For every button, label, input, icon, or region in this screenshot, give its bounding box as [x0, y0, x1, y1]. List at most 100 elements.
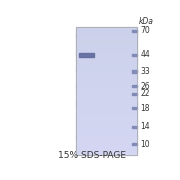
Bar [76, 41, 137, 42]
Bar [76, 42, 137, 43]
Bar [76, 105, 137, 107]
Bar [76, 134, 137, 136]
Bar [76, 45, 137, 46]
Bar [76, 104, 137, 106]
Bar [76, 40, 137, 41]
Bar [76, 62, 137, 63]
Bar [76, 30, 137, 31]
Bar [132, 30, 137, 32]
Bar [132, 70, 137, 73]
Bar [132, 54, 137, 56]
Bar [76, 122, 137, 123]
Bar [76, 136, 137, 138]
Text: 15% SDS-PAGE: 15% SDS-PAGE [58, 150, 126, 159]
Bar [76, 61, 137, 62]
Bar [76, 77, 137, 78]
Bar [76, 93, 137, 94]
Bar [76, 130, 137, 131]
Bar [76, 71, 137, 73]
Bar [76, 76, 137, 77]
Bar [76, 39, 137, 40]
Bar [76, 119, 137, 121]
Bar [76, 80, 137, 81]
Bar [76, 118, 137, 120]
Bar [76, 101, 137, 103]
Bar [76, 32, 137, 33]
Bar [76, 68, 137, 70]
Bar [76, 153, 137, 155]
Bar [76, 147, 137, 148]
Bar [76, 46, 137, 47]
Bar [76, 138, 137, 140]
Bar [76, 86, 137, 88]
Bar [76, 53, 137, 55]
Bar [76, 37, 137, 39]
Bar [76, 102, 137, 104]
Bar [76, 96, 137, 97]
Bar [76, 123, 137, 124]
Bar [76, 112, 137, 113]
Bar [76, 44, 137, 45]
Bar [76, 87, 137, 89]
Bar [76, 85, 137, 87]
Bar [76, 74, 137, 75]
Bar [76, 36, 137, 38]
Bar [76, 27, 137, 28]
Bar [76, 98, 137, 99]
Bar [76, 49, 137, 51]
Bar [76, 55, 137, 56]
Text: 33: 33 [140, 67, 150, 76]
Text: 14: 14 [140, 122, 150, 131]
Bar [76, 114, 137, 115]
Bar [76, 63, 137, 64]
Bar [76, 146, 137, 147]
Bar [76, 73, 137, 74]
Bar [76, 115, 137, 116]
Bar [76, 58, 137, 59]
Bar [76, 82, 137, 84]
Text: 22: 22 [140, 89, 150, 98]
Bar [76, 81, 137, 82]
Bar [76, 150, 137, 151]
Bar [76, 89, 137, 90]
Bar [76, 140, 137, 141]
Bar [76, 131, 137, 132]
Text: 10: 10 [140, 140, 150, 149]
Bar [76, 109, 137, 110]
Bar [76, 117, 137, 118]
Bar [76, 66, 137, 68]
Bar [76, 133, 137, 134]
Bar [76, 123, 137, 125]
Bar [76, 113, 137, 114]
Text: kDa: kDa [139, 17, 154, 26]
Bar [76, 149, 137, 150]
Bar [76, 110, 137, 111]
Text: 70: 70 [140, 26, 150, 35]
Bar [76, 52, 137, 54]
Bar [76, 145, 137, 146]
Bar [76, 108, 137, 109]
Bar [76, 51, 137, 53]
Bar [76, 64, 137, 65]
Bar [76, 148, 137, 149]
Bar [76, 132, 137, 133]
Bar [76, 47, 137, 48]
Text: 18: 18 [140, 104, 150, 113]
Bar [76, 83, 137, 85]
Bar [76, 141, 137, 142]
Bar [76, 127, 137, 128]
Bar [76, 142, 137, 143]
Bar [76, 137, 137, 139]
Bar [76, 95, 137, 96]
Bar [76, 65, 137, 66]
Bar [76, 128, 137, 129]
Bar [132, 143, 137, 145]
Bar [76, 103, 137, 105]
Bar [76, 125, 137, 126]
Bar [76, 126, 137, 127]
Bar [76, 69, 137, 71]
Bar [76, 144, 137, 145]
Bar [76, 135, 137, 137]
Bar [76, 70, 137, 72]
Bar [76, 59, 137, 60]
